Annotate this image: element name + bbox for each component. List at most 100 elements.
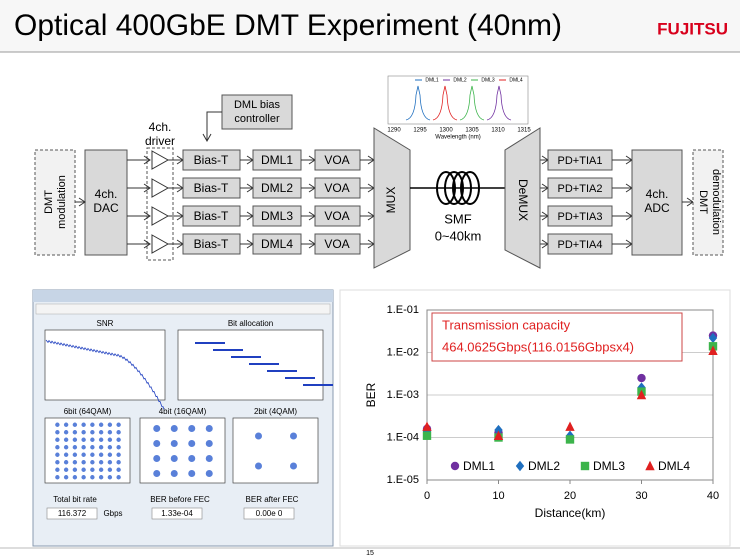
constellation-point [90, 475, 94, 479]
panel-title: Bit allocation [228, 319, 273, 328]
constellation-point [73, 460, 77, 464]
constellation-point [81, 423, 85, 427]
dml-label: DML1 [261, 153, 293, 167]
constellation-point [153, 470, 160, 477]
panel-title: 6bit (64QAM) [64, 407, 112, 416]
constellation-point [73, 475, 77, 479]
constellation-point [255, 463, 262, 470]
constellation-point [90, 423, 94, 427]
page-number: 15 [366, 550, 374, 557]
spectrum-x-label: Wavelength (nm) [435, 135, 480, 141]
panel-plot [45, 330, 165, 400]
constellation-point [64, 460, 68, 464]
constellation-point [90, 468, 94, 472]
constellation-point [108, 423, 112, 427]
driver-label: 4ch. [149, 120, 172, 134]
driver-label: driver [145, 134, 175, 148]
constellation-point [99, 453, 103, 457]
constellation-point [108, 453, 112, 457]
fiber-label: SMF [444, 211, 472, 226]
legend-marker [451, 462, 459, 470]
constellation-point [116, 438, 120, 442]
constellation-point [108, 460, 112, 464]
bias-controller-label: controller [234, 113, 280, 125]
x-tick-label: 30 [635, 490, 647, 502]
window-tabs [36, 304, 330, 314]
constellation-point [81, 445, 85, 449]
voa-label: VOA [324, 181, 349, 195]
modulation-label: modulation [56, 175, 68, 229]
constellation-point [153, 425, 160, 432]
ber-chart: 1.E-051.E-041.E-031.E-021.E-01010203040B… [340, 290, 730, 546]
voa-label: VOA [324, 153, 349, 167]
spectrum-legend: DML4 [509, 77, 523, 83]
constellation-point [55, 460, 59, 464]
constellation-point [108, 468, 112, 472]
constellation-point [55, 475, 59, 479]
constellation-point [99, 445, 103, 449]
constellation-point [55, 468, 59, 472]
spectrum-legend: DML1 [425, 77, 439, 83]
constellation-point [116, 468, 120, 472]
window-titlebar [33, 290, 333, 302]
constellation-point [290, 433, 297, 440]
constellation-point [206, 455, 213, 462]
constellation-point [73, 423, 77, 427]
constellation-point [73, 445, 77, 449]
spectrum-tick-label: 1305 [465, 128, 479, 134]
constellation-point [55, 453, 59, 457]
bias-controller-label: DML bias [234, 99, 281, 111]
pd-label: PD+TIA4 [558, 239, 603, 251]
demodulation-label: demodulation [710, 169, 722, 235]
constellation-point [188, 470, 195, 477]
data-point [423, 432, 431, 440]
constellation-point [116, 453, 120, 457]
constellation-point [116, 460, 120, 464]
spectrum-legend: DML2 [453, 77, 467, 83]
spectrum-tick-label: 1290 [387, 128, 401, 134]
x-tick-label: 40 [707, 490, 719, 502]
constellation-point [55, 438, 59, 442]
constellation-point [73, 468, 77, 472]
bias-t-label: Bias-T [194, 153, 229, 167]
data-point [637, 374, 645, 382]
constellation-point [171, 425, 178, 432]
constellation-point [99, 438, 103, 442]
y-tick-label: 1.E-01 [387, 304, 419, 316]
annotation: Transmission capacity [442, 317, 571, 332]
slide-title: Optical 400GbE DMT Experiment (40nm) [14, 9, 562, 42]
panel-plot [233, 418, 318, 483]
constellation-point [81, 475, 85, 479]
legend-marker [581, 462, 589, 470]
spectrum-tick-label: 1300 [439, 128, 453, 134]
constellation-point [188, 455, 195, 462]
constellation-point [90, 445, 94, 449]
x-tick-label: 20 [564, 490, 576, 502]
constellation-point [171, 440, 178, 447]
constellation-point [90, 430, 94, 434]
constellation-point [99, 468, 103, 472]
field-label: BER after FEC [246, 495, 299, 504]
constellation-point [255, 433, 262, 440]
constellation-point [108, 438, 112, 442]
constellation-point [64, 475, 68, 479]
field-label: Total bit rate [53, 495, 97, 504]
constellation-point [64, 438, 68, 442]
mux-label: MUX [384, 187, 398, 214]
spectrum-tick-label: 1315 [517, 128, 531, 134]
constellation-point [99, 475, 103, 479]
panel-title: 4bit (16QAM) [159, 407, 207, 416]
constellation-point [290, 463, 297, 470]
dml-label: DML4 [261, 237, 293, 251]
adc-label: 4ch. [646, 187, 669, 201]
legend-label: DML2 [528, 459, 560, 473]
constellation-point [90, 460, 94, 464]
constellation-point [116, 430, 120, 434]
constellation-point [55, 423, 59, 427]
constellation-point [153, 440, 160, 447]
pd-label: PD+TIA2 [558, 183, 603, 195]
data-point [566, 435, 574, 443]
slide: Optical 400GbE DMT Experiment (40nm) FUJ… [0, 0, 740, 559]
y-tick-label: 1.E-05 [387, 474, 419, 486]
constellation-point [55, 445, 59, 449]
